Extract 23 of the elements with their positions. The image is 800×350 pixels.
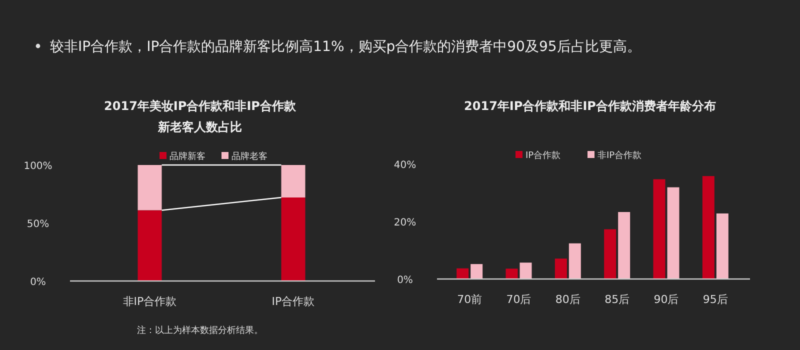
text: 较非IP合作款，IP合作款的品牌新客比例高11%，购买p合作款的消费者中90及95后占比更高。 — [50, 39, 641, 55]
chart-title: 2017年IP合作款和非IP合作款消费者年龄分布 — [464, 99, 716, 113]
chart-title: 2017年美妆IP合作款和非IP合作款 — [104, 99, 297, 113]
x-tick-label: 90后 — [654, 293, 679, 306]
x-tick-label: IP合作款 — [272, 295, 315, 308]
legend-label: IP合作款 — [526, 150, 561, 161]
legend-label: 品牌老客 — [232, 151, 268, 162]
y-tick-label: 0% — [30, 277, 46, 288]
legend-label: 非IP合作款 — [598, 150, 642, 161]
y-tick-label: 40% — [394, 160, 416, 171]
x-tick-label: 非IP合作款 — [122, 295, 177, 308]
chart-subtitle: 新老客人数占比 — [157, 120, 242, 134]
y-tick-label: 0% — [397, 275, 413, 286]
x-tick-label: 80后 — [555, 293, 580, 306]
x-tick-label: 85后 — [604, 293, 630, 306]
x-tick-label: 70后 — [506, 293, 532, 306]
x-tick-label: 95后 — [702, 293, 728, 306]
y-tick-label: 50% — [26, 219, 50, 230]
legend-label: 品牌新客 — [170, 151, 206, 162]
y-tick-label: 100% — [24, 161, 52, 172]
y-tick-label: 20% — [394, 218, 416, 228]
x-tick-label: 70前 — [457, 293, 482, 306]
text: 注：以上为样本数据分析结果。 — [137, 325, 263, 336]
